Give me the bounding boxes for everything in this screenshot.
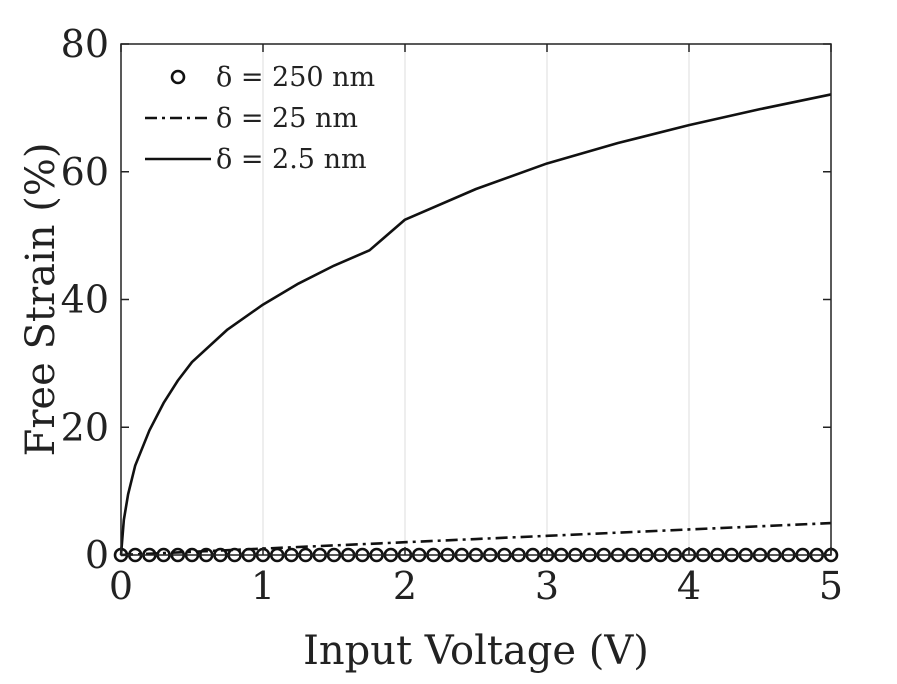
grid [262,44,690,555]
ticks: 0 1 2 3 4 5 0 20 40 60 80 [61,22,843,608]
x-axis-title: Input Voltage (V) [303,628,649,674]
y-tick-label: 60 [61,150,109,194]
legend-label: δ = 250 nm [216,62,375,93]
legend-label: δ = 25 nm [216,103,358,134]
x-tick-label: 4 [677,564,701,608]
series-line [119,93,832,556]
y-tick-label: 20 [61,405,109,449]
y-axis-title: Free Strain (%) [18,143,64,457]
x-tick-label: 0 [109,564,133,608]
x-tick-label: 3 [535,564,559,608]
y-tick-label: 80 [61,22,109,66]
series-line [120,521,832,557]
x-tick-label: 2 [393,564,417,608]
series-2 [120,521,832,557]
legend-label: δ = 2.5 nm [216,144,367,175]
legend-marker [170,69,186,85]
series-3 [119,93,832,556]
legend: δ = 250 nm δ = 25 nm δ = 2.5 nm [145,62,375,175]
x-tick-label: 5 [819,564,843,608]
y-tick-label: 40 [61,278,109,322]
x-tick-label: 1 [251,564,275,608]
y-tick-label: 0 [85,533,109,577]
